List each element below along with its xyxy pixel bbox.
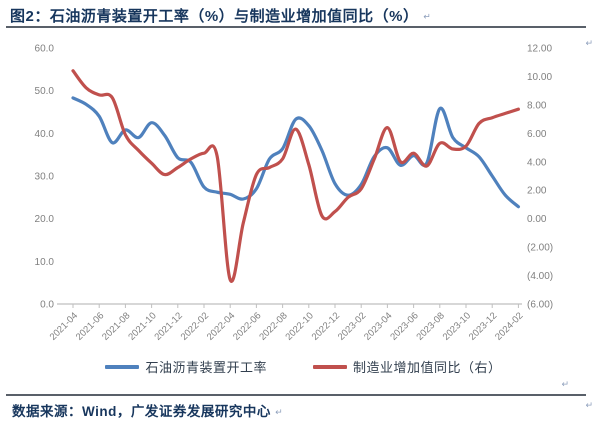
x-axis-label: 2022-02 (179, 310, 211, 342)
right-axis-label: 8.00 (527, 100, 547, 111)
x-axis-label: 2021-10 (126, 310, 158, 342)
left-axis-label: 20.0 (35, 214, 55, 225)
right-axis-label: 6.00 (527, 129, 547, 140)
x-axis-label: 2022-08 (257, 310, 289, 342)
x-axis-label: 2021-08 (100, 310, 132, 342)
paragraph-return-icon: ↵ (423, 11, 432, 22)
paragraph-return-icon: ↵ (585, 400, 593, 410)
legend-label: 石油沥青装置开工率 (145, 360, 267, 375)
right-axis-label: 12.00 (527, 44, 552, 55)
x-axis-label: 2024-02 (493, 310, 525, 342)
left-axis-label: 60.0 (35, 44, 55, 55)
right-axis-label: 2.00 (527, 186, 547, 197)
right-axis-label: (4.00) (527, 271, 553, 282)
x-axis-label: 2023-06 (388, 310, 420, 342)
x-axis-label: 2023-02 (336, 310, 368, 342)
legend-line-red (313, 364, 347, 369)
title-divider (6, 26, 586, 28)
figure-title: 图2：石油沥青装置开工率（%）与制造业增加值同比（%） ↵ (10, 5, 431, 26)
left-axis-label: 50.0 (35, 86, 55, 97)
series-line-asphalt-rate (71, 96, 520, 209)
left-axis-label: 10.0 (35, 257, 55, 268)
x-axis-label: 2022-04 (205, 310, 237, 342)
right-axis-label: (2.00) (527, 243, 553, 254)
left-axis-label: 30.0 (35, 172, 55, 183)
right-axis-label: 10.00 (527, 72, 552, 83)
legend-item-asphalt-rate: 石油沥青装置开工率 (105, 357, 267, 376)
x-axis-label: 2021-04 (48, 310, 80, 342)
x-axis-label: 2023-04 (362, 310, 394, 342)
legend-item-manufacturing-yoy: 制造业增加值同比（右） (313, 357, 502, 376)
x-axis-label: 2023-08 (414, 310, 446, 342)
x-axis-label: 2023-12 (467, 310, 499, 342)
figure-title-text: 图2：石油沥青装置开工率（%）与制造业增加值同比（%） (10, 8, 419, 25)
paragraph-return-icon: ↵ (275, 406, 284, 417)
left-axis-label: 40.0 (35, 129, 55, 140)
x-axis-label: 2022-06 (231, 310, 263, 342)
x-axis-label: 2021-12 (152, 310, 184, 342)
left-axis-label: 0.0 (40, 300, 54, 311)
right-axis-label: (6.00) (527, 300, 553, 311)
paragraph-return-icon: ↵ (585, 38, 593, 48)
series-line-manufacturing-yoy (71, 69, 520, 283)
right-axis-label: 0.00 (527, 214, 547, 225)
line-chart: 2021-04 2021-06 2021-08 2021-10 2021-12 2022-… (0, 30, 607, 354)
legend-label: 制造业增加值同比（右） (353, 360, 502, 375)
x-axis-label: 2022-10 (283, 310, 315, 342)
data-source-note: 数据来源：Wind，广发证券发展研究中心 ↵ (12, 400, 283, 420)
chart-canvas: 2021-042021-062021-082021-102021-122022-… (35, 44, 554, 343)
data-source-text: 数据来源：Wind，广发证券发展研究中心 (12, 404, 271, 419)
footer-divider (6, 394, 586, 396)
x-axis-label: 2021-06 (74, 310, 106, 342)
legend-line-blue (105, 364, 140, 369)
chart-legend: 石油沥青装置开工率 制造业增加值同比（右） (0, 357, 607, 376)
x-axis-label: 2023-10 (441, 310, 473, 342)
paragraph-return-icon: ↵ (561, 379, 569, 389)
right-axis-label: 4.00 (527, 157, 547, 168)
x-axis-label: 2022-12 (310, 310, 342, 342)
